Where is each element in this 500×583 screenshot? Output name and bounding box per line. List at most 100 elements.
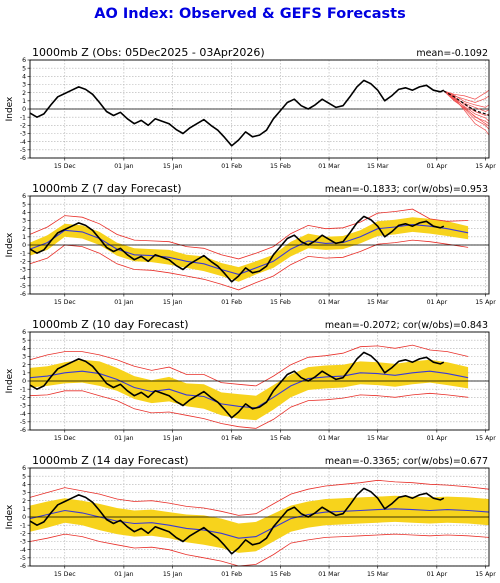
y-tick-label: -3	[20, 267, 26, 274]
panel-title: 1000mb Z (Obs: 05Dec2025 - 03Apr2026)	[32, 46, 265, 59]
y-tick-label: -4	[20, 411, 26, 418]
x-tick-label: 15 Dec	[54, 163, 76, 170]
x-tick-label: 15 Mar	[367, 571, 389, 578]
x-tick-label: 15 Jan	[163, 435, 182, 442]
panel-stats: mean=-0.3365; cor(w/obs)=0.677	[325, 456, 488, 467]
ensemble-member-line	[443, 89, 490, 100]
y-tick-label: 3	[22, 82, 26, 89]
y-tick-label: -2	[20, 395, 26, 402]
y-axis-label: Index	[5, 232, 15, 257]
y-tick-label: 1	[22, 370, 26, 377]
y-tick-label: -6	[20, 155, 26, 162]
y-tick-label: -1	[20, 386, 26, 393]
chart-panel-2: 1000mb Z (7 day Forecast) mean=-0.1833; c…	[5, 182, 496, 306]
x-tick-label: 15 Feb	[270, 571, 291, 578]
y-tick-label: 3	[22, 218, 26, 225]
y-tick-label: 2	[22, 226, 26, 233]
y-tick-label: -1	[20, 114, 26, 121]
y-tick-label: -2	[20, 123, 26, 130]
ensemble-mean-line	[29, 370, 469, 409]
y-tick-label: -6	[20, 427, 26, 434]
x-tick-label: 01 Mar	[318, 299, 340, 306]
range-high-line	[29, 344, 469, 387]
x-tick-label: 01 Feb	[221, 163, 242, 170]
y-tick-label: -4	[20, 275, 26, 282]
observed-line	[29, 215, 445, 283]
y-tick-label: 3	[22, 354, 26, 361]
x-tick-label: 01 Apr	[427, 299, 448, 306]
x-tick-label: 15 Dec	[54, 435, 76, 442]
range-low-line	[29, 239, 469, 291]
chart-panel-1: 1000mb Z (Obs: 05Dec2025 - 03Apr2026) mea…	[5, 46, 496, 170]
x-tick-label: 15 Apr	[475, 163, 496, 170]
y-tick-label: -1	[20, 250, 26, 257]
y-tick-label: -6	[20, 563, 26, 570]
chart-panel-3: 1000mb Z (10 day Forecast) mean=-0.2072; …	[5, 318, 496, 442]
observed-line	[29, 79, 445, 147]
y-tick-label: 6	[22, 465, 26, 472]
x-tick-label: 15 Jan	[163, 299, 182, 306]
x-tick-label: 01 Mar	[318, 163, 340, 170]
x-tick-label: 01 Jan	[114, 435, 133, 442]
y-tick-label: -6	[20, 291, 26, 298]
x-tick-label: 01 Jan	[114, 163, 133, 170]
y-tick-label: -3	[20, 403, 26, 410]
y-tick-label: 2	[22, 90, 26, 97]
ensemble-member-line	[443, 90, 490, 122]
y-tick-label: 2	[22, 362, 26, 369]
y-tick-label: -2	[20, 259, 26, 266]
x-tick-label: 15 Feb	[270, 435, 291, 442]
x-tick-label: 01 Mar	[318, 435, 340, 442]
x-tick-label: 01 Jan	[114, 299, 133, 306]
y-tick-label: 5	[22, 65, 26, 72]
x-tick-label: 15 Jan	[163, 163, 182, 170]
y-tick-label: 1	[22, 98, 26, 105]
x-tick-label: 15 Apr	[475, 435, 496, 442]
y-tick-label: -3	[20, 539, 26, 546]
ensemble-member-line	[443, 90, 490, 127]
x-tick-label: 01 Apr	[427, 435, 448, 442]
y-axis-label: Index	[5, 504, 15, 529]
y-tick-label: 5	[22, 201, 26, 208]
x-tick-label: 15 Apr	[475, 299, 496, 306]
ensemble-mean-line	[443, 90, 490, 117]
y-tick-label: 3	[22, 490, 26, 497]
x-tick-label: 15 Feb	[270, 163, 291, 170]
y-tick-label: 2	[22, 498, 26, 505]
y-tick-label: -4	[20, 139, 26, 146]
x-tick-label: 15 Mar	[367, 299, 389, 306]
y-tick-label: -5	[20, 555, 26, 562]
x-tick-label: 01 Feb	[221, 571, 242, 578]
y-tick-label: 6	[22, 57, 26, 64]
y-tick-label: 5	[22, 337, 26, 344]
y-tick-label: -4	[20, 547, 26, 554]
spread-band	[30, 359, 469, 421]
ensemble-member-line	[443, 90, 490, 130]
x-tick-label: 01 Apr	[427, 571, 448, 578]
range-high-line	[29, 479, 490, 516]
ensemble-member-line	[443, 90, 490, 116]
ensemble-member-line	[443, 90, 490, 136]
observed-line	[29, 351, 445, 419]
panel-title: 1000mb Z (10 day Forecast)	[32, 318, 189, 331]
x-tick-label: 15 Mar	[367, 435, 389, 442]
x-tick-label: 15 Jan	[163, 571, 182, 578]
y-tick-label: -5	[20, 283, 26, 290]
y-tick-label: 4	[22, 210, 26, 217]
panel-stats: mean=-0.1092	[416, 48, 488, 59]
y-tick-label: 5	[22, 473, 26, 480]
y-tick-label: 1	[22, 234, 26, 241]
y-tick-label: 0	[22, 106, 26, 113]
page-title: AO Index: Observed & GEFS Forecasts	[94, 6, 406, 22]
y-tick-label: -5	[20, 147, 26, 154]
y-tick-label: -2	[20, 531, 26, 538]
chart-panel-4: 1000mb Z (14 day Forecast) mean=-0.3365; …	[5, 454, 496, 578]
x-tick-label: 01 Jan	[114, 571, 133, 578]
y-tick-label: 6	[22, 193, 26, 200]
x-tick-label: 15 Dec	[54, 299, 76, 306]
range-low-line	[29, 390, 469, 429]
observed-line	[29, 487, 445, 555]
x-tick-label: 01 Apr	[427, 163, 448, 170]
y-tick-label: 0	[22, 378, 26, 385]
